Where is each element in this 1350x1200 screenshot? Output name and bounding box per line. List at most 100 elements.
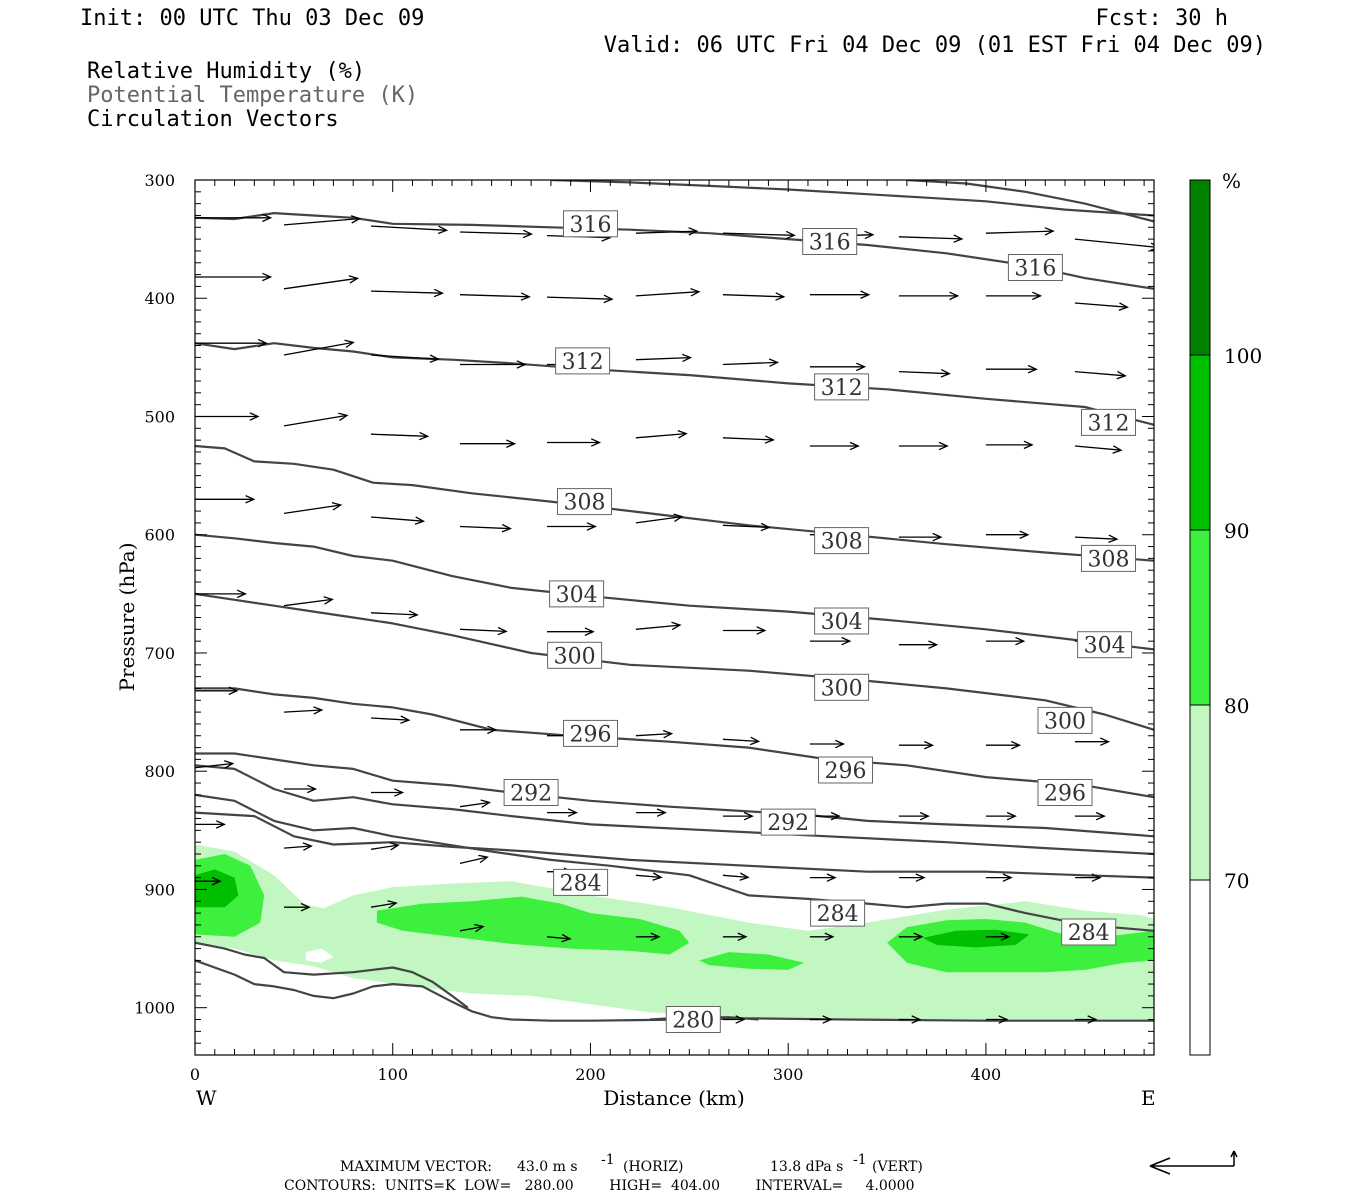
contour-label: 300 [547, 641, 603, 669]
contour-label-box [1007, 254, 1063, 281]
circulation-vector [370, 431, 430, 441]
vector-head [1044, 227, 1055, 236]
contour-label: 292 [503, 779, 559, 807]
contour-label-box [1037, 779, 1093, 806]
contour-label: 316 [563, 210, 618, 238]
contour-label-text: 316 [570, 213, 612, 238]
vector-head [940, 369, 951, 378]
contour-label-text: 316 [1014, 257, 1056, 282]
vector-shaft [283, 845, 312, 849]
circulation-vector [460, 725, 498, 735]
vector-shaft [370, 612, 418, 616]
vector-head [414, 516, 426, 525]
rh-fill-layer [195, 844, 1154, 1021]
vector-head [245, 495, 256, 504]
circulation-vector [809, 362, 867, 372]
circulation-vector [547, 627, 595, 636]
vector-shaft [722, 232, 795, 236]
vector-head [915, 873, 926, 882]
vector-head [506, 439, 517, 448]
vector-head [650, 932, 661, 941]
y-tick-label: 1000 [134, 999, 175, 1018]
y-tick-label: 800 [144, 762, 175, 781]
circulation-vector [283, 501, 343, 515]
circulation-vector [635, 621, 682, 631]
vector-head [302, 842, 313, 851]
max-vector-label: MAXIMUM VECTOR: [340, 1159, 492, 1175]
contour-label-box [555, 347, 611, 375]
vector-head [487, 725, 498, 735]
contour-label-text: 308 [821, 530, 863, 555]
vector-head [932, 532, 943, 542]
contour-label-text: 308 [1088, 547, 1130, 572]
vector-head [520, 292, 531, 301]
contour-label-box [760, 808, 816, 836]
contour-label-text: 284 [560, 871, 602, 896]
max-vector-horiz-value: 43.0 m s [517, 1159, 578, 1175]
vector-shaft [370, 844, 399, 850]
vector-head [830, 811, 841, 821]
contour-label: 292 [760, 808, 816, 836]
theta-contour-304 [195, 533, 1154, 651]
theta-contour-300 [195, 592, 1154, 731]
vector-head [429, 354, 440, 364]
circulation-vector [1074, 302, 1129, 311]
circulation-vector [635, 429, 688, 439]
circulation-vector [898, 873, 926, 882]
circulation-vector [809, 636, 852, 646]
circulation-vector [459, 923, 485, 933]
vector-shaft [459, 525, 511, 530]
vector-head [501, 523, 512, 533]
vector-head [400, 715, 411, 724]
circulation-vector [635, 287, 701, 297]
vector-shaft [722, 437, 774, 441]
y-tick-label: 700 [144, 644, 175, 663]
circulation-vector [283, 275, 360, 290]
vector-shaft [370, 225, 447, 231]
circulation-vector [195, 820, 226, 829]
contour-label-box [549, 580, 605, 608]
circulation-vector [635, 353, 693, 363]
vector-head [603, 294, 614, 304]
vector-shaft [459, 856, 488, 865]
vector-head [567, 808, 578, 817]
vector-shaft [635, 432, 687, 439]
vector-shaft [283, 341, 354, 356]
contour-label: 308 [814, 527, 870, 555]
circulation-vector [809, 1015, 833, 1024]
vector-shaft [283, 598, 333, 607]
circulation-vector [722, 1015, 746, 1024]
circulation-vector [635, 513, 684, 524]
horiz-exponent: -1 [601, 1152, 615, 1168]
rh-region-80 [376, 896, 690, 955]
circulation-vector [284, 784, 318, 794]
vector-shaft [283, 709, 322, 713]
circulation-vector [635, 872, 663, 881]
theta-contour-292 [195, 752, 1154, 838]
vector-head [681, 353, 693, 363]
circulation-vector [635, 932, 661, 941]
circulation-vector [898, 234, 964, 243]
contour-label: 312 [555, 347, 611, 375]
vector-head [735, 1015, 746, 1024]
circulation-vector [195, 495, 256, 504]
y-tick-label: 300 [144, 171, 175, 190]
vector-head [433, 288, 444, 298]
colorbar-segment-below-70 [1190, 880, 1210, 1055]
contour-label-box [503, 779, 559, 806]
x-axis-label: Distance (km) [603, 1086, 745, 1110]
circulation-vector [459, 799, 491, 808]
theta-contour [195, 941, 469, 1009]
contour-label-text: 304 [556, 583, 598, 608]
circulation-vector [985, 364, 1038, 374]
circulation-vector [1074, 370, 1127, 380]
field-rh-title: Relative Humidity (%) [87, 59, 365, 84]
circulation-vector [546, 294, 614, 304]
vector-head [419, 431, 430, 441]
circulation-vector [985, 1015, 1009, 1024]
rh-hole-region [305, 948, 334, 963]
vector-shaft [1074, 536, 1117, 540]
contour-label-text: 300 [1044, 709, 1086, 734]
contour-label-box [557, 488, 612, 516]
